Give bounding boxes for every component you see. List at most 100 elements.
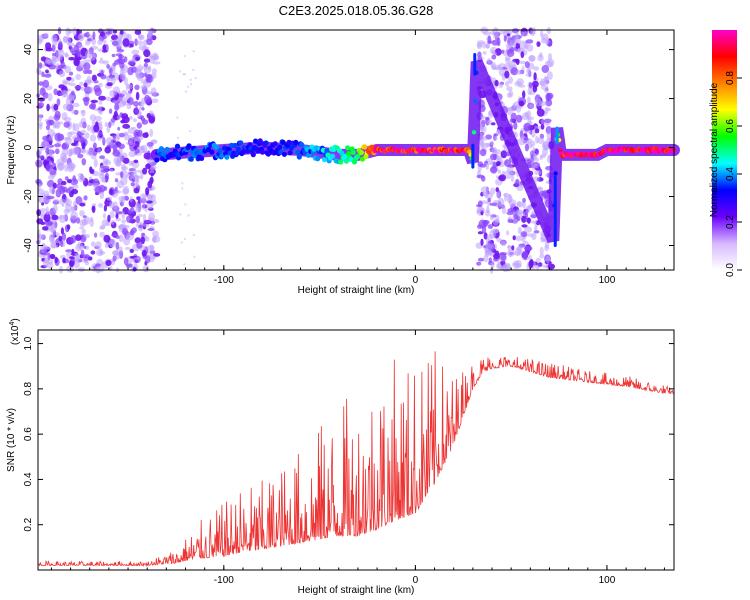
noise-speckle-0-483 bbox=[66, 224, 71, 230]
noise-speckle-1-332 bbox=[542, 264, 548, 268]
noise-speckle-0-769 bbox=[81, 218, 88, 226]
noise-speckle-0-739 bbox=[57, 42, 63, 49]
noise-speckle-0-1060 bbox=[38, 121, 43, 127]
noise-speckle-0-888 bbox=[49, 160, 53, 166]
noise-speckle-0-981 bbox=[112, 149, 120, 157]
noise-speckle-0-507 bbox=[94, 87, 102, 97]
noise-speckle-0-102 bbox=[138, 44, 146, 51]
noise-speckle-0-588 bbox=[90, 250, 96, 255]
noise-speckle-0-427 bbox=[124, 246, 131, 250]
ridge-blob-116 bbox=[287, 150, 293, 156]
noise-speckle-0-584 bbox=[108, 108, 113, 114]
noise-speckle-0-935 bbox=[91, 120, 96, 126]
noise-speckle-1-361 bbox=[500, 241, 507, 247]
ridge-blob-68 bbox=[232, 142, 238, 149]
noise-speckle-1-151 bbox=[539, 254, 545, 259]
ridge-blob-92 bbox=[259, 149, 266, 155]
faint-speckle-2 bbox=[179, 213, 182, 216]
noise-speckle-0-437 bbox=[72, 175, 76, 183]
noise-speckle-1-375 bbox=[540, 153, 546, 159]
noise-speckle-0-724 bbox=[104, 146, 111, 154]
noise-speckle-1-505 bbox=[511, 245, 515, 251]
noise-speckle-0-941 bbox=[94, 186, 103, 194]
noise-speckle-1-423 bbox=[506, 165, 514, 173]
noise-speckle-0-689 bbox=[68, 131, 77, 135]
noise-speckle-0-885 bbox=[93, 158, 98, 168]
noise-speckle-0-713 bbox=[142, 264, 150, 273]
noise-speckle-0-873 bbox=[58, 235, 63, 242]
noise-speckle-1-646 bbox=[499, 254, 507, 262]
colorbar-label: Normalized spectral amplitude bbox=[709, 82, 720, 217]
noise-speckle-0-704 bbox=[52, 57, 61, 62]
noise-speckle-0-1009 bbox=[80, 249, 85, 258]
ridge-blob-4 bbox=[158, 146, 164, 152]
noise-speckle-1-355 bbox=[515, 58, 520, 65]
noise-speckle-1-387 bbox=[507, 107, 513, 112]
noise-speckle-0-755 bbox=[53, 103, 59, 111]
noise-speckle-1-283 bbox=[503, 192, 510, 197]
noise-speckle-1-652 bbox=[545, 92, 552, 102]
noise-speckle-0-948 bbox=[112, 29, 118, 34]
noise-speckle-0-1010 bbox=[36, 234, 41, 239]
faint-speckle-23 bbox=[189, 83, 193, 86]
noise-speckle-0-282 bbox=[103, 204, 107, 212]
noise-speckle-0-296 bbox=[63, 117, 72, 122]
noise-speckle-0-657 bbox=[86, 124, 91, 132]
noise-speckle-0-879 bbox=[83, 82, 88, 88]
noise-speckle-0-539 bbox=[135, 91, 140, 101]
noise-speckle-0-977 bbox=[83, 245, 87, 249]
noise-speckle-0-950 bbox=[64, 65, 72, 74]
noise-speckle-0-534 bbox=[126, 103, 132, 110]
noise-speckle-0-1004 bbox=[41, 141, 47, 147]
noise-speckle-0-1056 bbox=[106, 82, 113, 87]
noise-speckle-1-421 bbox=[528, 54, 536, 62]
noise-speckle-1-473 bbox=[516, 245, 523, 254]
noise-speckle-0-595 bbox=[122, 123, 131, 129]
noise-speckle-0-610 bbox=[90, 99, 98, 103]
noise-speckle-1-599 bbox=[534, 98, 543, 107]
noise-speckle-1-462 bbox=[500, 150, 507, 159]
noise-speckle-0-1019 bbox=[65, 188, 71, 194]
ridge-blob-90 bbox=[257, 138, 263, 144]
spectrogram-ytick-label-2: 0 bbox=[23, 144, 34, 150]
noise-speckle-0-839 bbox=[127, 61, 135, 66]
noise-speckle-0-635 bbox=[149, 160, 153, 166]
noise-speckle-0-569 bbox=[88, 176, 93, 180]
noise-speckle-1-352 bbox=[505, 80, 510, 87]
noise-speckle-0-946 bbox=[152, 61, 161, 65]
ridge-blob-107 bbox=[277, 144, 283, 150]
noise-speckle-1-511 bbox=[520, 51, 525, 59]
ridge-blob-166 bbox=[345, 145, 351, 151]
ridge-blob-171 bbox=[350, 149, 356, 155]
noise-speckle-0-253 bbox=[84, 132, 90, 139]
noise-speckle-0-925 bbox=[119, 67, 124, 76]
spectrogram-ridge bbox=[150, 52, 680, 248]
noise-speckle-0-219 bbox=[106, 137, 113, 146]
noise-speckle-0-819 bbox=[83, 59, 92, 63]
noise-speckle-0-901 bbox=[78, 243, 84, 250]
noise-speckle-0-702 bbox=[105, 259, 112, 266]
noise-speckle-0-767 bbox=[75, 73, 82, 80]
spectrogram-xtick-label-0: -100 bbox=[214, 275, 234, 286]
noise-speckle-0-758 bbox=[47, 221, 54, 226]
noise-speckle-1-576 bbox=[481, 224, 487, 234]
noise-speckle-1-243 bbox=[485, 116, 490, 121]
noise-speckle-0-566 bbox=[43, 32, 49, 38]
noise-speckle-0-1028 bbox=[123, 224, 130, 229]
snr-ytick-label-3: 0.8 bbox=[23, 381, 34, 395]
noise-speckle-0-742 bbox=[131, 49, 140, 55]
noise-speckle-0-550 bbox=[152, 230, 160, 238]
noise-speckle-0-838 bbox=[123, 237, 131, 246]
noise-speckle-0-1024 bbox=[87, 38, 92, 42]
noise-speckle-0-375 bbox=[71, 142, 77, 146]
noise-speckle-1-648 bbox=[545, 173, 549, 177]
noise-speckle-1-212 bbox=[540, 123, 545, 130]
noise-speckle-0-766 bbox=[127, 134, 133, 144]
noise-speckle-0-171 bbox=[105, 220, 112, 226]
noise-speckle-0-1025 bbox=[43, 258, 49, 268]
noise-speckle-0-971 bbox=[145, 163, 151, 170]
noise-speckle-0-949 bbox=[51, 214, 59, 220]
noise-speckle-0-746 bbox=[136, 72, 143, 82]
noise-speckle-1-640 bbox=[517, 38, 522, 45]
noise-speckle-0-535 bbox=[92, 142, 97, 149]
